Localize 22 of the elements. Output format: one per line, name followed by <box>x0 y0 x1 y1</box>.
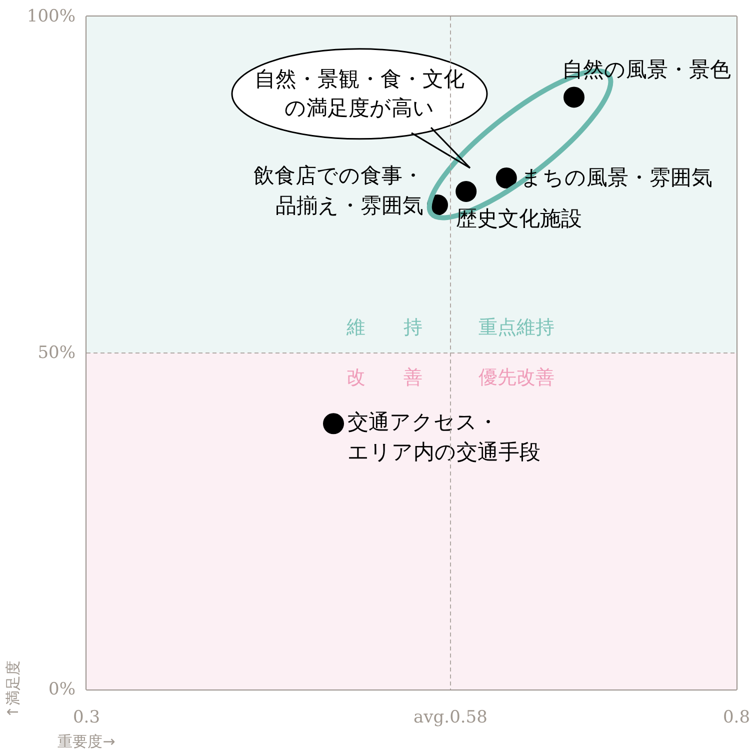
x-tick-label: avg.0.58 <box>414 708 488 728</box>
annotation: 改 善 <box>346 366 422 388</box>
annotation: 維 持 <box>346 318 422 338</box>
annotation: 自然の風景・景色 <box>562 58 731 82</box>
annotation: 交通アクセス・エリア内の交通手段 <box>348 411 540 464</box>
y-axis-title: ↑満足度 <box>4 660 22 718</box>
annotation: 歴史文化施設 <box>456 207 582 230</box>
point <box>323 413 344 434</box>
x-tick-label: 0.3 <box>72 708 100 728</box>
annotation: 飲食店での食事・品揃え・雰囲気 <box>254 164 424 218</box>
x-tick-label: 0.8 <box>722 708 750 728</box>
y-tick-label: 50% <box>38 343 76 363</box>
y-tick-label: 0% <box>48 680 76 700</box>
point <box>564 86 584 108</box>
annotation: 重点維持 <box>478 318 554 338</box>
annotation: 優先改善 <box>478 366 554 388</box>
point <box>496 168 517 188</box>
y-tick-label: 100% <box>26 6 76 26</box>
point <box>456 181 477 202</box>
x-axis-title: 重要度→ <box>58 732 116 750</box>
annotation: 自然・景観・食・文化の満足度が高い <box>254 68 464 120</box>
annotation: まちの風景・雰囲気 <box>520 166 712 190</box>
